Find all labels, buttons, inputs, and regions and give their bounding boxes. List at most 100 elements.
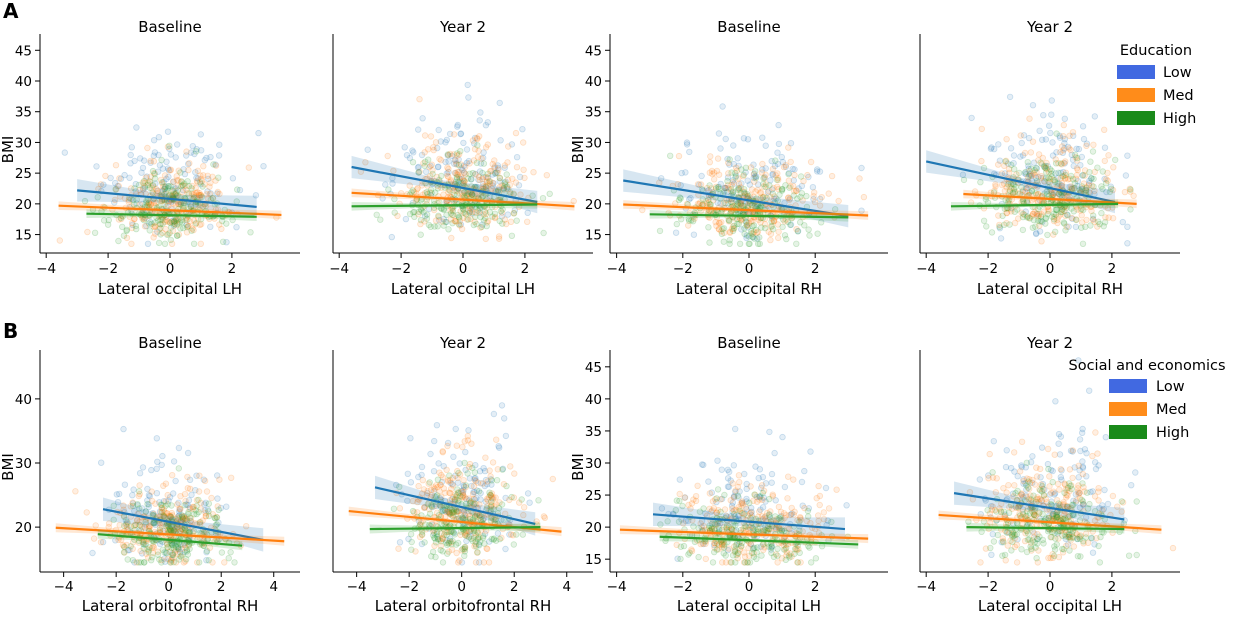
scatter-point-med <box>791 171 798 179</box>
legend-swatch-high <box>1109 425 1147 439</box>
scatter-point-med <box>734 483 742 491</box>
x-tick-label: −2 <box>106 579 126 595</box>
scatter-point-low <box>502 545 509 553</box>
x-tick-label: −2 <box>673 579 693 595</box>
scatter-point-low <box>167 151 175 158</box>
scatter-point-high <box>148 220 155 227</box>
scatter-point-high <box>184 178 191 185</box>
legend-swatch-low <box>1109 379 1147 393</box>
scatter-point-med <box>102 172 109 180</box>
x-axis-label: Lateral occipital LH <box>978 597 1122 615</box>
scatter-point-low <box>402 215 410 223</box>
scatter-point-high <box>685 217 693 224</box>
y-tick-label: 20 <box>15 520 32 536</box>
scatter-point-med <box>146 178 153 185</box>
scatter-point-med <box>448 234 455 242</box>
scatter-point-low <box>163 175 170 182</box>
scatter-point-low <box>1061 115 1068 122</box>
scatter-point-med <box>1003 135 1010 143</box>
scatter-point-high <box>142 199 150 206</box>
scatter-point-high <box>178 216 186 224</box>
scatter-point-high <box>718 230 726 238</box>
scatter-point-med <box>1018 438 1026 445</box>
scatter-point-high <box>179 219 186 226</box>
scatter-point-high <box>185 190 192 197</box>
scatter-point-med <box>151 222 158 230</box>
scatter-point-low <box>480 149 487 156</box>
scatter-point-med <box>394 212 401 220</box>
scatter-point-low <box>1040 111 1047 119</box>
scatter-point-med <box>708 167 716 175</box>
scatter-point-high <box>1024 158 1031 166</box>
scatter-point-med <box>181 491 189 498</box>
scatter-point-high <box>997 508 1005 516</box>
scatter-point-med <box>197 220 205 228</box>
y-tick-label: 30 <box>585 456 602 472</box>
scatter-point-low <box>493 169 500 176</box>
scatter-point-med <box>493 436 500 443</box>
scatter-point-low <box>705 478 712 485</box>
scatter-point-high <box>151 175 159 182</box>
x-tick-label: −4 <box>607 261 627 277</box>
scatter-point-med <box>475 147 482 155</box>
scatter-point-high <box>198 193 205 201</box>
y-tick-label: 40 <box>585 74 602 90</box>
scatter-point-low <box>89 549 96 557</box>
y-axis-label: BMI <box>0 136 17 164</box>
scatter-point-med <box>182 216 189 223</box>
scatter-point-high <box>740 171 747 179</box>
scatter-point-high <box>453 174 460 181</box>
scatter-point-high <box>188 227 195 234</box>
legend-swatch-low <box>1117 65 1155 79</box>
scatter-point-high <box>417 231 424 238</box>
scatter-point-med <box>116 175 123 182</box>
x-tick-label: 2 <box>811 579 820 595</box>
scatter-point-high <box>146 227 153 234</box>
scatter-point-low <box>168 217 176 225</box>
scatter-point-med <box>172 191 179 198</box>
scatter-point-med <box>462 171 469 178</box>
scatter-point-low <box>442 158 449 166</box>
scatter-point-high <box>1034 535 1041 542</box>
scatter-point-low <box>120 425 127 433</box>
scatter-point-low <box>775 140 783 148</box>
scatter-point-med <box>774 170 781 177</box>
scatter-point-med <box>1011 449 1018 456</box>
scatter-point-low <box>159 165 167 172</box>
scatter-point-low <box>204 175 212 183</box>
scatter-point-high <box>455 161 463 169</box>
scatter-point-med <box>748 186 756 193</box>
scatter-point-med <box>206 183 213 190</box>
scatter-point-low <box>153 435 160 442</box>
scatter-point-low <box>197 180 204 188</box>
scatter-point-low <box>740 135 748 142</box>
scatter-point-med <box>780 163 788 171</box>
y-tick-label: 15 <box>15 228 32 244</box>
scatter-point-high <box>1096 559 1104 566</box>
scatter-point-med <box>995 161 1002 168</box>
scatter-point-high <box>728 525 735 533</box>
scatter-point-high <box>774 545 781 552</box>
scatter-point-med <box>681 494 688 501</box>
scatter-point-low <box>1089 549 1097 556</box>
scatter-point-low <box>129 221 136 228</box>
scatter-point-med <box>430 146 437 154</box>
scatter-point-low <box>508 141 516 148</box>
scatter-point-high <box>225 555 232 562</box>
x-tick-label: 2 <box>510 579 519 595</box>
scatter-point-high <box>428 553 435 560</box>
scatter-point-low <box>1003 447 1010 454</box>
scatter-point-med <box>161 218 169 226</box>
scatter-point-high <box>793 240 800 247</box>
scatter-point-high <box>486 178 493 185</box>
scatter-point-med <box>484 141 491 148</box>
scatter-point-high <box>449 207 456 215</box>
scatter-point-med <box>977 559 984 566</box>
scatter-point-med <box>97 539 105 546</box>
scatter-point-low <box>1122 172 1130 179</box>
scatter-point-low <box>159 187 166 195</box>
y-axis-label: BMI <box>0 453 17 481</box>
scatter-point-low <box>223 503 230 510</box>
scatter-point-med <box>150 199 158 207</box>
